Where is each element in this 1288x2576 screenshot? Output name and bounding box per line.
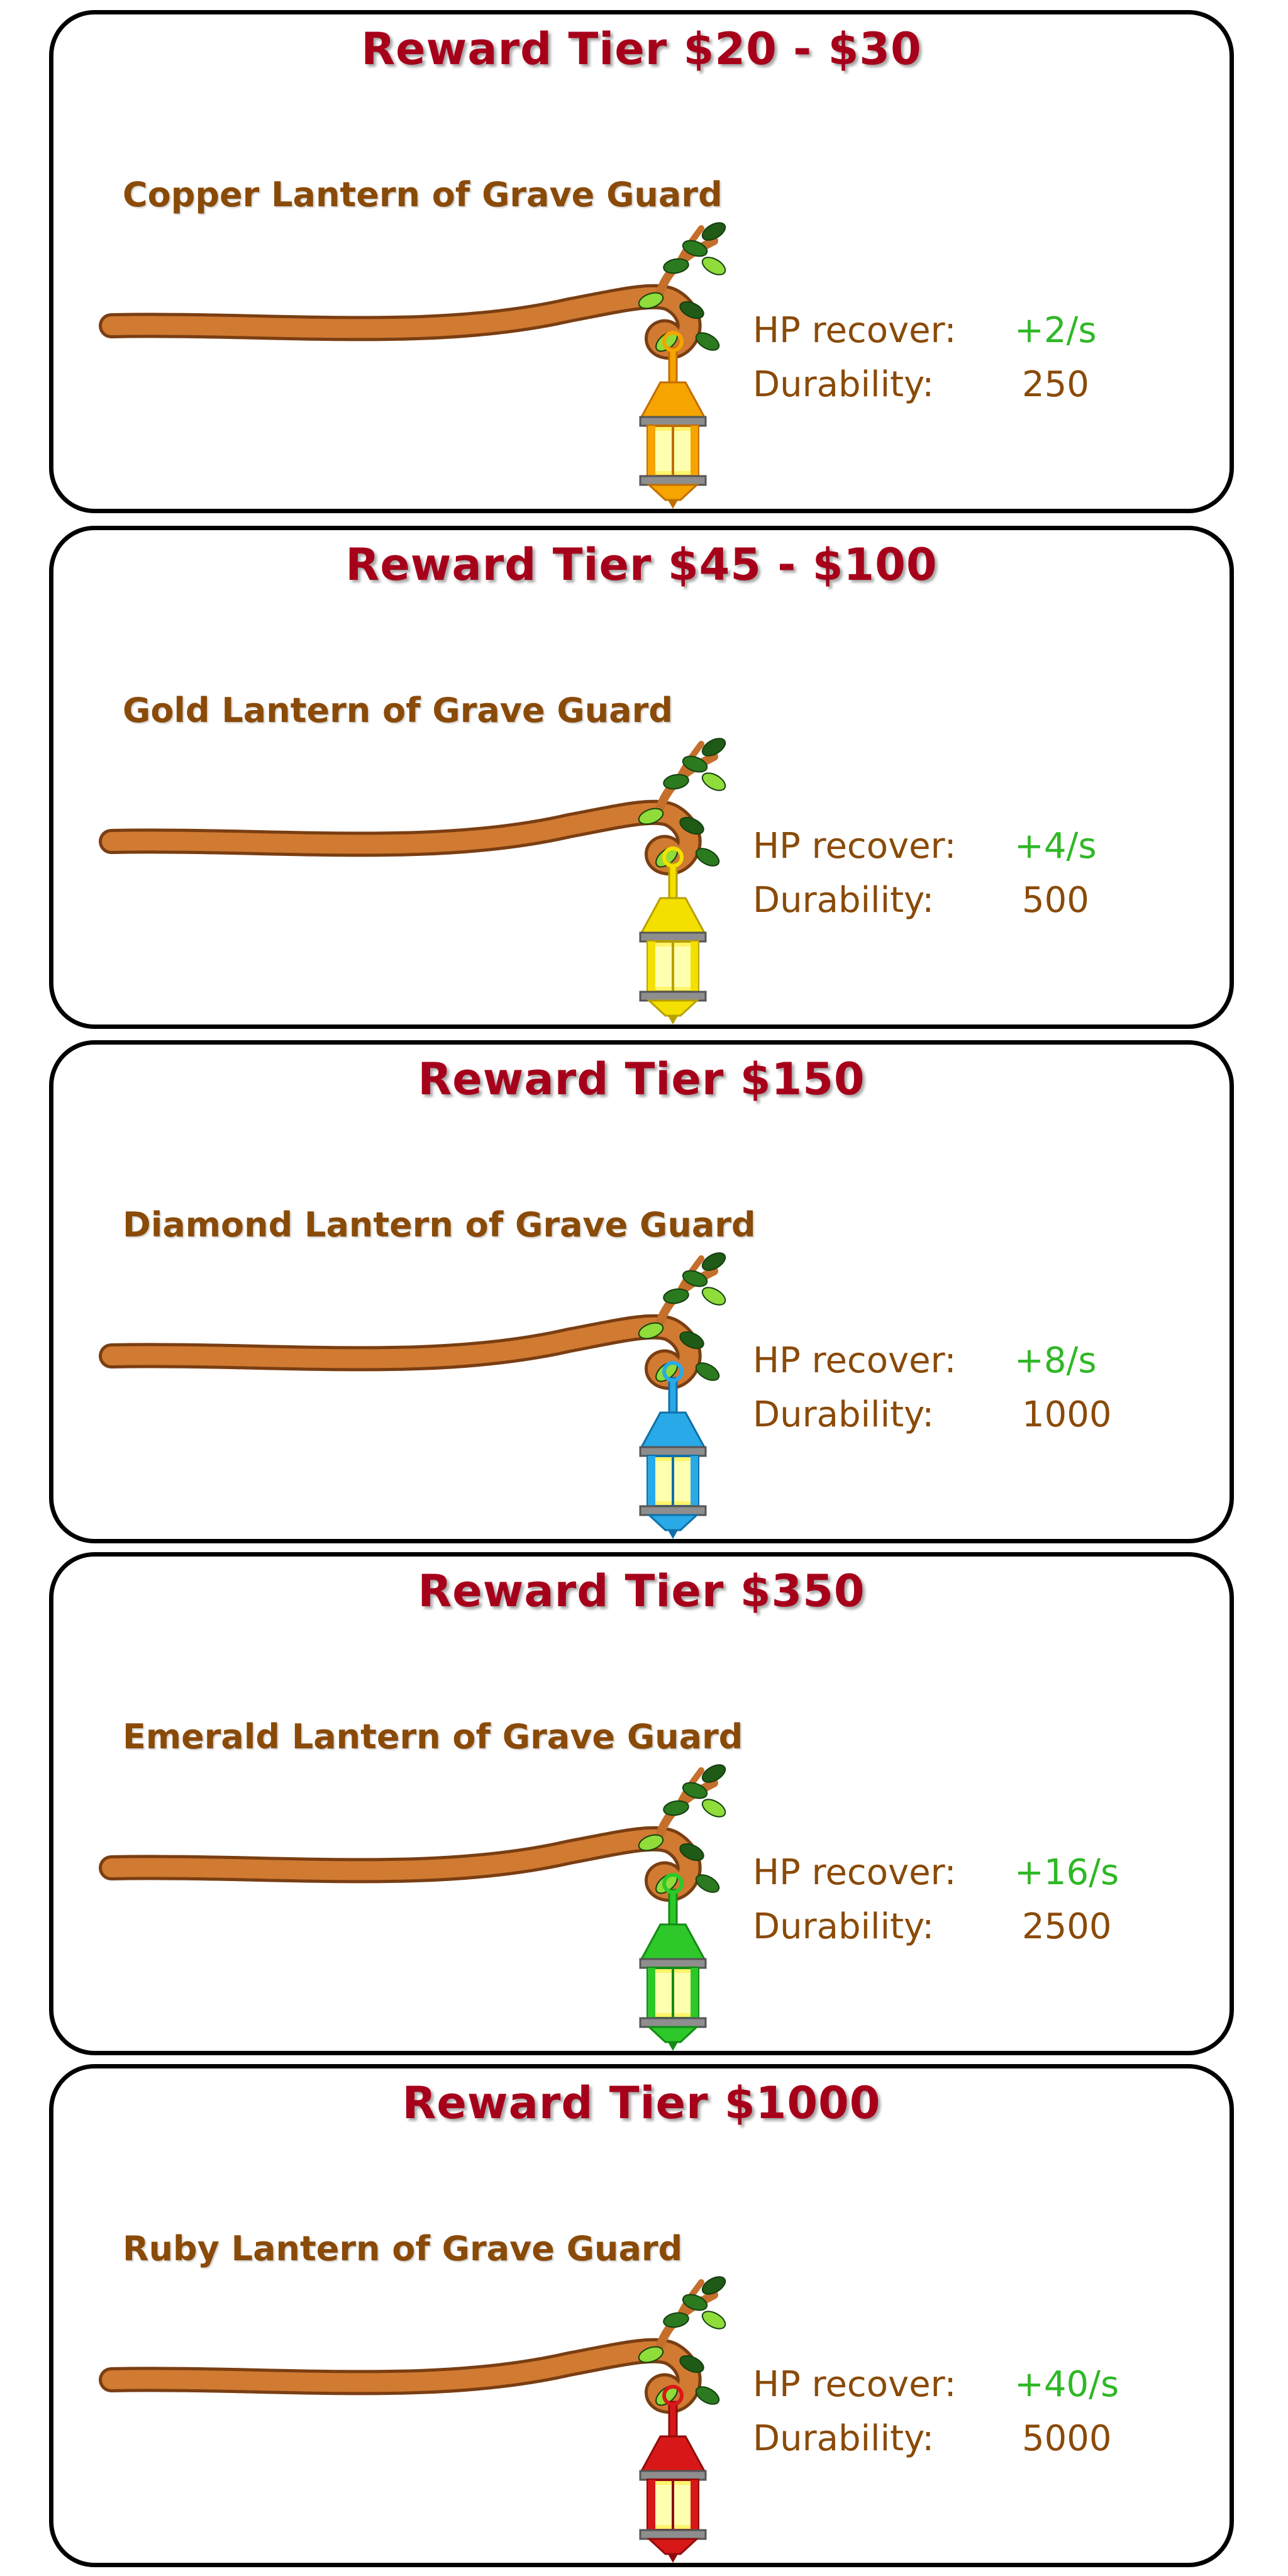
hanging-lantern-icon — [639, 2385, 707, 2563]
tier-title: Reward Tier $150 — [418, 1053, 865, 1105]
reward-tier-card: Reward Tier $20 - $30 Copper Lantern of G… — [49, 10, 1234, 513]
hp-label: HP recover: — [753, 310, 957, 351]
tree-branch-icon — [99, 222, 726, 360]
item-name: Emerald Lantern of Grave Guard — [123, 1717, 743, 1757]
tree-branch-icon — [99, 1252, 726, 1390]
hp-value: +2/s — [1014, 310, 1097, 351]
hanging-lantern-icon — [639, 1873, 707, 2051]
tree-branch-icon — [99, 1764, 726, 1902]
hp-value: +16/s — [1014, 1852, 1119, 1893]
tree-branch-icon — [99, 2276, 726, 2414]
reward-tier-card: Reward Tier $350 Emerald Lantern of Grave… — [49, 1552, 1234, 2055]
hp-value: +4/s — [1014, 826, 1097, 867]
lantern-art — [99, 738, 726, 1024]
reward-tier-card: Reward Tier $45 - $100 Gold Lantern of Gr… — [49, 526, 1234, 1029]
durability-value: 250 — [1022, 364, 1089, 405]
tier-title: Reward Tier $20 - $30 — [361, 23, 922, 75]
hp-label: HP recover: — [753, 826, 957, 867]
durability-label: Durability: — [753, 1394, 935, 1435]
lantern-art — [99, 1764, 726, 2051]
hp-label: HP recover: — [753, 2364, 957, 2405]
lantern-art — [99, 1252, 726, 1539]
tier-title: Reward Tier $1000 — [402, 2077, 881, 2129]
item-name: Diamond Lantern of Grave Guard — [123, 1205, 756, 1245]
hp-label: HP recover: — [753, 1340, 957, 1381]
tier-title: Reward Tier $45 - $100 — [345, 539, 938, 591]
lantern-art — [99, 222, 726, 509]
durability-label: Durability: — [753, 880, 935, 921]
hp-value: +8/s — [1014, 1340, 1097, 1381]
durability-label: Durability: — [753, 1906, 935, 1947]
item-name: Gold Lantern of Grave Guard — [123, 691, 673, 730]
reward-tier-card: Reward Tier $150 Diamond Lantern of Grave… — [49, 1040, 1234, 1543]
reward-tier-card: Reward Tier $1000 Ruby Lantern of Grave G… — [49, 2064, 1234, 2567]
hp-label: HP recover: — [753, 1852, 957, 1893]
tier-title: Reward Tier $350 — [418, 1565, 865, 1617]
durability-value: 5000 — [1022, 2418, 1112, 2459]
item-name: Copper Lantern of Grave Guard — [123, 175, 723, 214]
durability-value: 1000 — [1022, 1394, 1112, 1435]
hanging-lantern-icon — [639, 1361, 707, 1539]
item-name: Ruby Lantern of Grave Guard — [123, 2229, 683, 2268]
hanging-lantern-icon — [639, 331, 707, 509]
durability-label: Durability: — [753, 2418, 935, 2459]
durability-value: 2500 — [1022, 1906, 1112, 1947]
hanging-lantern-icon — [639, 847, 707, 1024]
hp-value: +40/s — [1014, 2364, 1119, 2405]
tree-branch-icon — [99, 738, 726, 875]
lantern-art — [99, 2276, 726, 2563]
durability-label: Durability: — [753, 364, 935, 405]
durability-value: 500 — [1022, 880, 1089, 921]
